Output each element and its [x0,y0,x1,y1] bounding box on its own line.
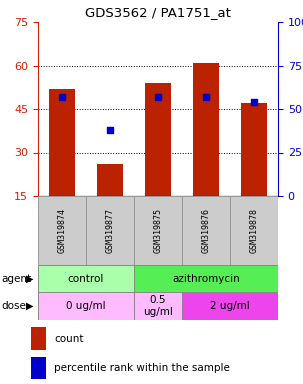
Bar [230,196,278,265]
Bar [31,357,46,379]
Text: ▶: ▶ [26,301,33,311]
Bar [49,89,75,196]
Text: GSM319876: GSM319876 [201,208,211,253]
Point [60,94,65,100]
Text: agent: agent [2,273,32,283]
Bar [134,265,278,292]
Point [155,94,160,100]
Title: GDS3562 / PA1751_at: GDS3562 / PA1751_at [85,7,231,20]
Text: azithromycin: azithromycin [172,273,240,283]
Bar [38,196,86,265]
Point [204,94,208,100]
Bar [182,196,230,265]
Text: percentile rank within the sample: percentile rank within the sample [54,363,230,373]
Bar [38,292,134,320]
Bar [97,164,123,196]
Text: count: count [54,334,84,344]
Text: GSM319878: GSM319878 [249,208,258,253]
Bar [182,292,278,320]
Bar [134,292,182,320]
Bar [241,103,267,196]
Text: 2 ug/ml: 2 ug/ml [210,301,250,311]
Bar [38,265,134,292]
Point [251,99,256,105]
Text: GSM319877: GSM319877 [105,208,115,253]
Text: 0 ug/ml: 0 ug/ml [66,301,106,311]
Bar [145,83,171,196]
Text: control: control [68,273,104,283]
Text: dose: dose [2,301,26,311]
Bar [86,196,134,265]
Bar [134,196,182,265]
Text: ▶: ▶ [26,273,33,283]
Text: GSM319875: GSM319875 [154,208,162,253]
Text: 0.5
ug/ml: 0.5 ug/ml [143,295,173,317]
Bar [193,63,219,196]
Point [108,127,112,133]
Bar [31,327,46,350]
Text: GSM319874: GSM319874 [58,208,66,253]
